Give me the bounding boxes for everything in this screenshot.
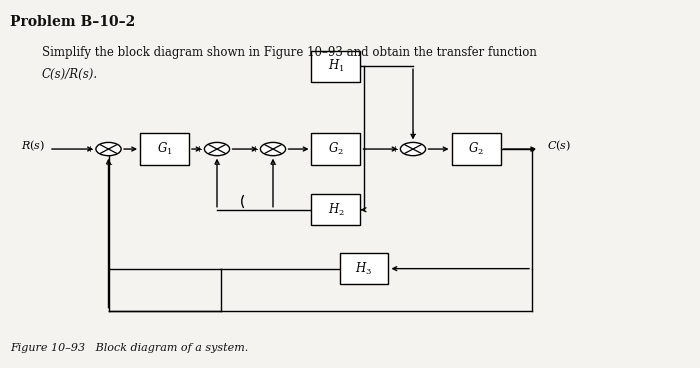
Text: $R(s)$: $R(s)$: [22, 139, 46, 153]
Bar: [312, 134, 360, 165]
Bar: [340, 253, 389, 284]
Circle shape: [96, 142, 121, 156]
Bar: [452, 134, 500, 165]
Bar: [140, 134, 189, 165]
Text: −: −: [214, 160, 220, 169]
Text: Problem B–10–2: Problem B–10–2: [10, 15, 136, 29]
Text: $H_1$: $H_1$: [328, 58, 344, 74]
Text: −: −: [270, 160, 276, 169]
Text: $G_2$: $G_2$: [328, 141, 344, 157]
Bar: [312, 51, 360, 82]
Bar: [312, 194, 360, 225]
Circle shape: [400, 142, 426, 156]
Text: −: −: [105, 160, 112, 169]
Text: $C(s)$: $C(s)$: [547, 139, 571, 153]
Text: C(s)/R(s).: C(s)/R(s).: [42, 68, 98, 81]
Text: +: +: [391, 145, 398, 153]
Text: Simplify the block diagram shown in Figure 10–93 and obtain the transfer functio: Simplify the block diagram shown in Figu…: [42, 46, 537, 59]
Text: +: +: [195, 145, 202, 153]
Circle shape: [204, 142, 230, 156]
Text: +: +: [86, 145, 93, 153]
Text: +: +: [410, 131, 416, 139]
Text: $H_2$: $H_2$: [328, 202, 344, 218]
Text: $G_1$: $G_1$: [157, 141, 172, 157]
Text: Figure 10–93   Block diagram of a system.: Figure 10–93 Block diagram of a system.: [10, 343, 248, 353]
Text: $H_3$: $H_3$: [356, 261, 372, 277]
Text: +: +: [251, 145, 258, 153]
Text: $G_2$: $G_2$: [468, 141, 484, 157]
Circle shape: [260, 142, 286, 156]
